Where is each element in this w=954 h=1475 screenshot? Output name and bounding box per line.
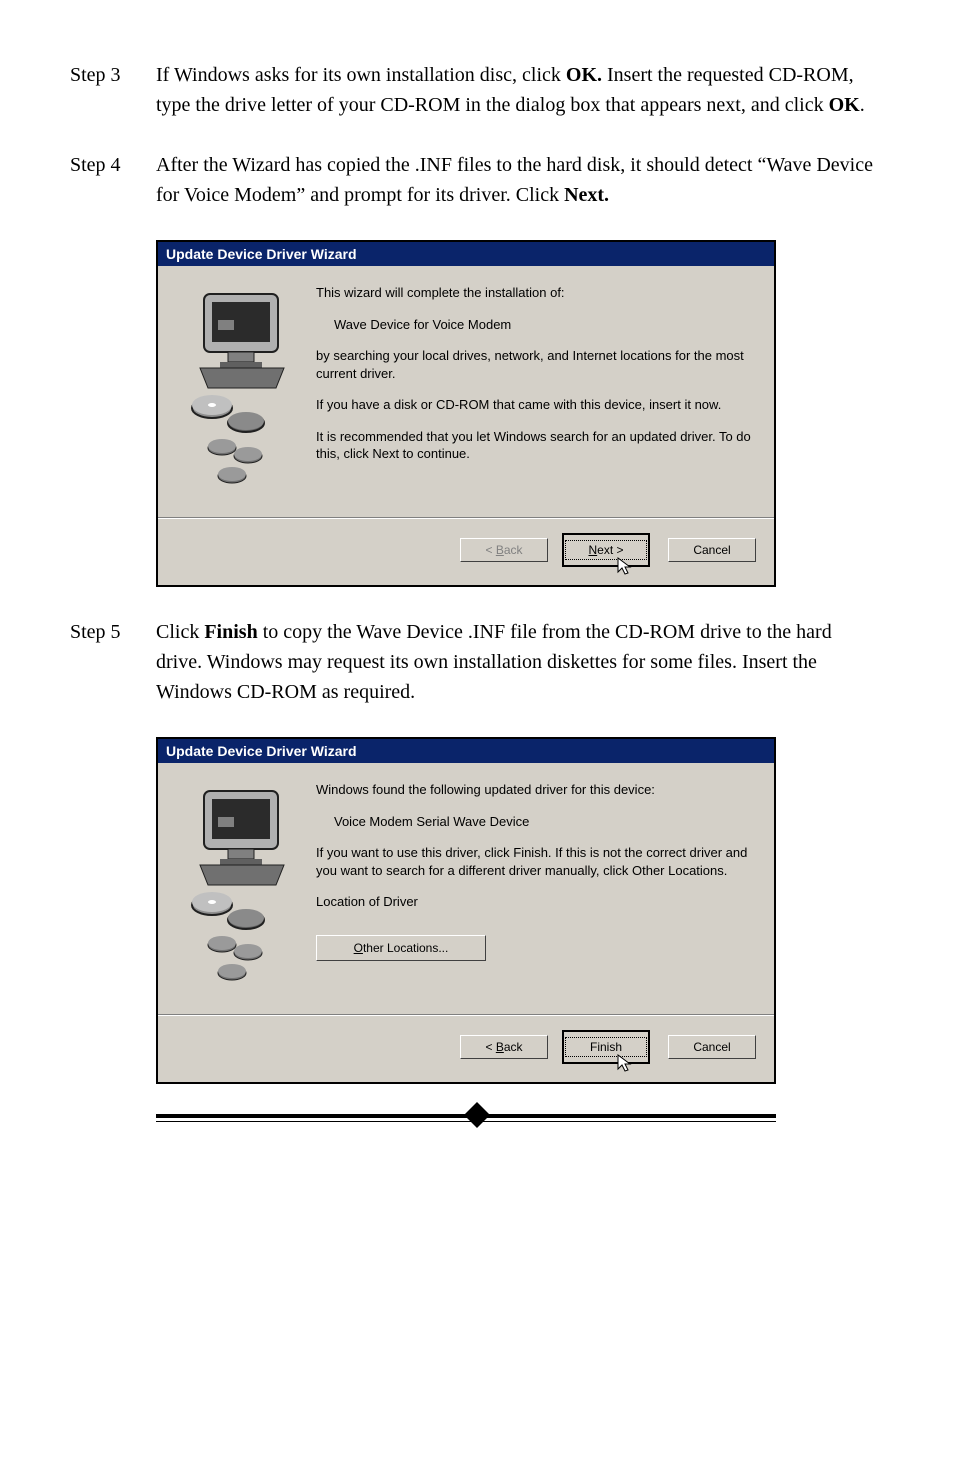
dialog-content: This wizard will complete the installati… bbox=[158, 266, 774, 517]
step-text: If Windows asks for its own installation… bbox=[156, 64, 566, 86]
finish-button[interactable]: Finish bbox=[562, 1030, 650, 1064]
dialog-content: Windows found the following updated driv… bbox=[158, 763, 774, 1014]
step-label: Step 4 bbox=[70, 150, 156, 210]
dialog-text: This wizard will complete the installati… bbox=[316, 284, 756, 302]
dialog-button-row: < Back Finish Cancel bbox=[158, 1016, 774, 1082]
other-locations-wrap: Other Locations... bbox=[316, 935, 756, 961]
btn-underline: N bbox=[588, 543, 597, 557]
finish-label: Finish bbox=[565, 1037, 647, 1057]
step-text: After the Wizard has copied the .INF fil… bbox=[156, 154, 873, 206]
dialog-text: It is recommended that you let Windows s… bbox=[316, 428, 756, 463]
cancel-button[interactable]: Cancel bbox=[668, 1035, 756, 1059]
step-text: . bbox=[860, 94, 865, 116]
device-name: Wave Device for Voice Modem bbox=[334, 316, 756, 334]
update-driver-wizard-dialog: Update Device Driver Wizard bbox=[156, 240, 776, 587]
dialog-titlebar: Update Device Driver Wizard bbox=[158, 242, 774, 266]
step-bold: Next. bbox=[564, 184, 609, 206]
step-text: to copy the Wave Device .INF file from t… bbox=[156, 621, 832, 703]
footer-diamond-icon bbox=[70, 1100, 884, 1135]
cancel-button[interactable]: Cancel bbox=[668, 538, 756, 562]
device-name: Voice Modem Serial Wave Device bbox=[334, 813, 756, 831]
step-4: Step 4 After the Wizard has copied the .… bbox=[70, 150, 884, 210]
step-body: Click Finish to copy the Wave Device .IN… bbox=[156, 617, 884, 707]
step-text: Click bbox=[156, 621, 204, 643]
wizard-icon bbox=[176, 284, 316, 491]
step-bold: Finish bbox=[204, 621, 257, 643]
wizard-text: This wizard will complete the installati… bbox=[316, 284, 756, 491]
step-body: After the Wizard has copied the .INF fil… bbox=[156, 150, 884, 210]
dialog-text: Windows found the following updated driv… bbox=[316, 781, 756, 799]
btn-underline: O bbox=[354, 941, 363, 955]
btn-underline: B bbox=[496, 543, 504, 557]
step-bold: OK bbox=[829, 94, 860, 116]
wizard-text: Windows found the following updated driv… bbox=[316, 781, 756, 988]
dialog-2-wrap: Update Device Driver Wizard bbox=[156, 737, 884, 1084]
step-body: If Windows asks for its own installation… bbox=[156, 60, 884, 120]
page-footer bbox=[70, 1114, 884, 1135]
dialog-button-row: < Back Next > Cancel bbox=[158, 519, 774, 585]
dialog-text: by searching your local drives, network,… bbox=[316, 347, 756, 382]
other-locations-button[interactable]: Other Locations... bbox=[316, 935, 486, 961]
wizard-icon bbox=[176, 781, 316, 988]
step-3: Step 3 If Windows asks for its own insta… bbox=[70, 60, 884, 120]
dialog-text: If you want to use this driver, click Fi… bbox=[316, 844, 756, 879]
location-label: Location of Driver bbox=[316, 893, 756, 911]
btn-underline: B bbox=[496, 1040, 504, 1054]
update-driver-wizard-dialog-2: Update Device Driver Wizard bbox=[156, 737, 776, 1084]
back-button: < Back bbox=[460, 538, 548, 562]
step-label: Step 3 bbox=[70, 60, 156, 120]
step-bold: OK. bbox=[566, 64, 602, 86]
back-button[interactable]: < Back bbox=[460, 1035, 548, 1059]
step-label: Step 5 bbox=[70, 617, 156, 707]
dialog-1-wrap: Update Device Driver Wizard bbox=[156, 240, 884, 587]
dialog-text: If you have a disk or CD-ROM that came w… bbox=[316, 396, 756, 414]
step-5: Step 5 Click Finish to copy the Wave Dev… bbox=[70, 617, 884, 707]
dialog-titlebar: Update Device Driver Wizard bbox=[158, 739, 774, 763]
next-button[interactable]: Next > bbox=[562, 533, 650, 567]
